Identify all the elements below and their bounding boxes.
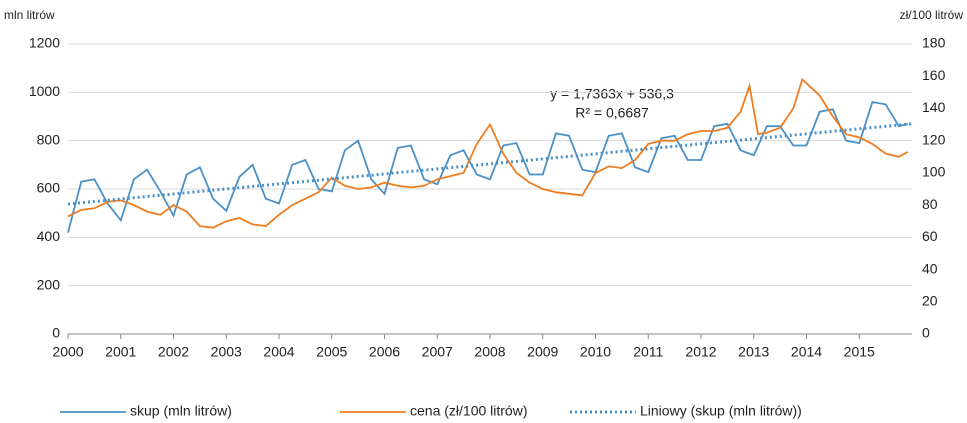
legend-label: Liniowy (skup (mln litrów)): [640, 403, 802, 419]
x-tick-label: 2015: [844, 344, 875, 360]
y2-tick-label: 160: [922, 67, 946, 83]
y2-axis-title: zł/100 litrów: [900, 8, 964, 22]
y-axis-title: mln litrów: [4, 8, 55, 22]
x-tick-label: 2014: [791, 344, 822, 360]
y2-tick-label: 100: [922, 164, 946, 180]
y-tick-label: 800: [37, 131, 61, 147]
x-tick-label: 2011: [633, 344, 663, 360]
y-tick-label: 400: [37, 228, 61, 244]
x-tick-label: 2004: [263, 344, 294, 360]
x-tick-label: 2003: [211, 344, 242, 360]
y2-tick-label: 0: [922, 325, 930, 341]
y2-tick-label: 40: [922, 260, 938, 276]
y-tick-label: 600: [37, 180, 61, 196]
y-tick-label: 1000: [29, 83, 60, 99]
y2-tick-label: 180: [922, 35, 946, 51]
legend-label: skup (mln litrów): [130, 403, 232, 419]
legend-label: cena (zł/100 litrów): [410, 403, 528, 419]
series-line: [67, 122, 913, 206]
series-line: [67, 77, 909, 229]
y-tick-label: 0: [52, 325, 60, 341]
x-tick-label: 2007: [422, 344, 453, 360]
x-tick-label: 2012: [685, 344, 716, 360]
y2-tick-label: 20: [922, 292, 938, 308]
y2-tick-label: 60: [922, 228, 938, 244]
trend-r2: R² = 0,6687: [575, 105, 649, 121]
x-tick-label: 2006: [369, 344, 400, 360]
y2-tick-label: 80: [922, 196, 938, 212]
x-tick-label: 2001: [105, 344, 136, 360]
x-tick-label: 2008: [474, 344, 505, 360]
y-tick-label: 1200: [29, 35, 60, 51]
y2-tick-label: 140: [922, 99, 946, 115]
x-tick-label: 2010: [580, 344, 611, 360]
x-tick-label: 2009: [527, 344, 558, 360]
x-tick-label: 2005: [316, 344, 347, 360]
x-tick-label: 2002: [158, 344, 189, 360]
y-tick-label: 200: [37, 276, 61, 292]
x-tick-label: 2013: [738, 344, 769, 360]
series-line: [67, 100, 909, 233]
y2-tick-label: 120: [922, 131, 946, 147]
trend-equation: y = 1,7363x + 536,3: [550, 86, 674, 102]
x-tick-label: 2000: [52, 344, 83, 360]
